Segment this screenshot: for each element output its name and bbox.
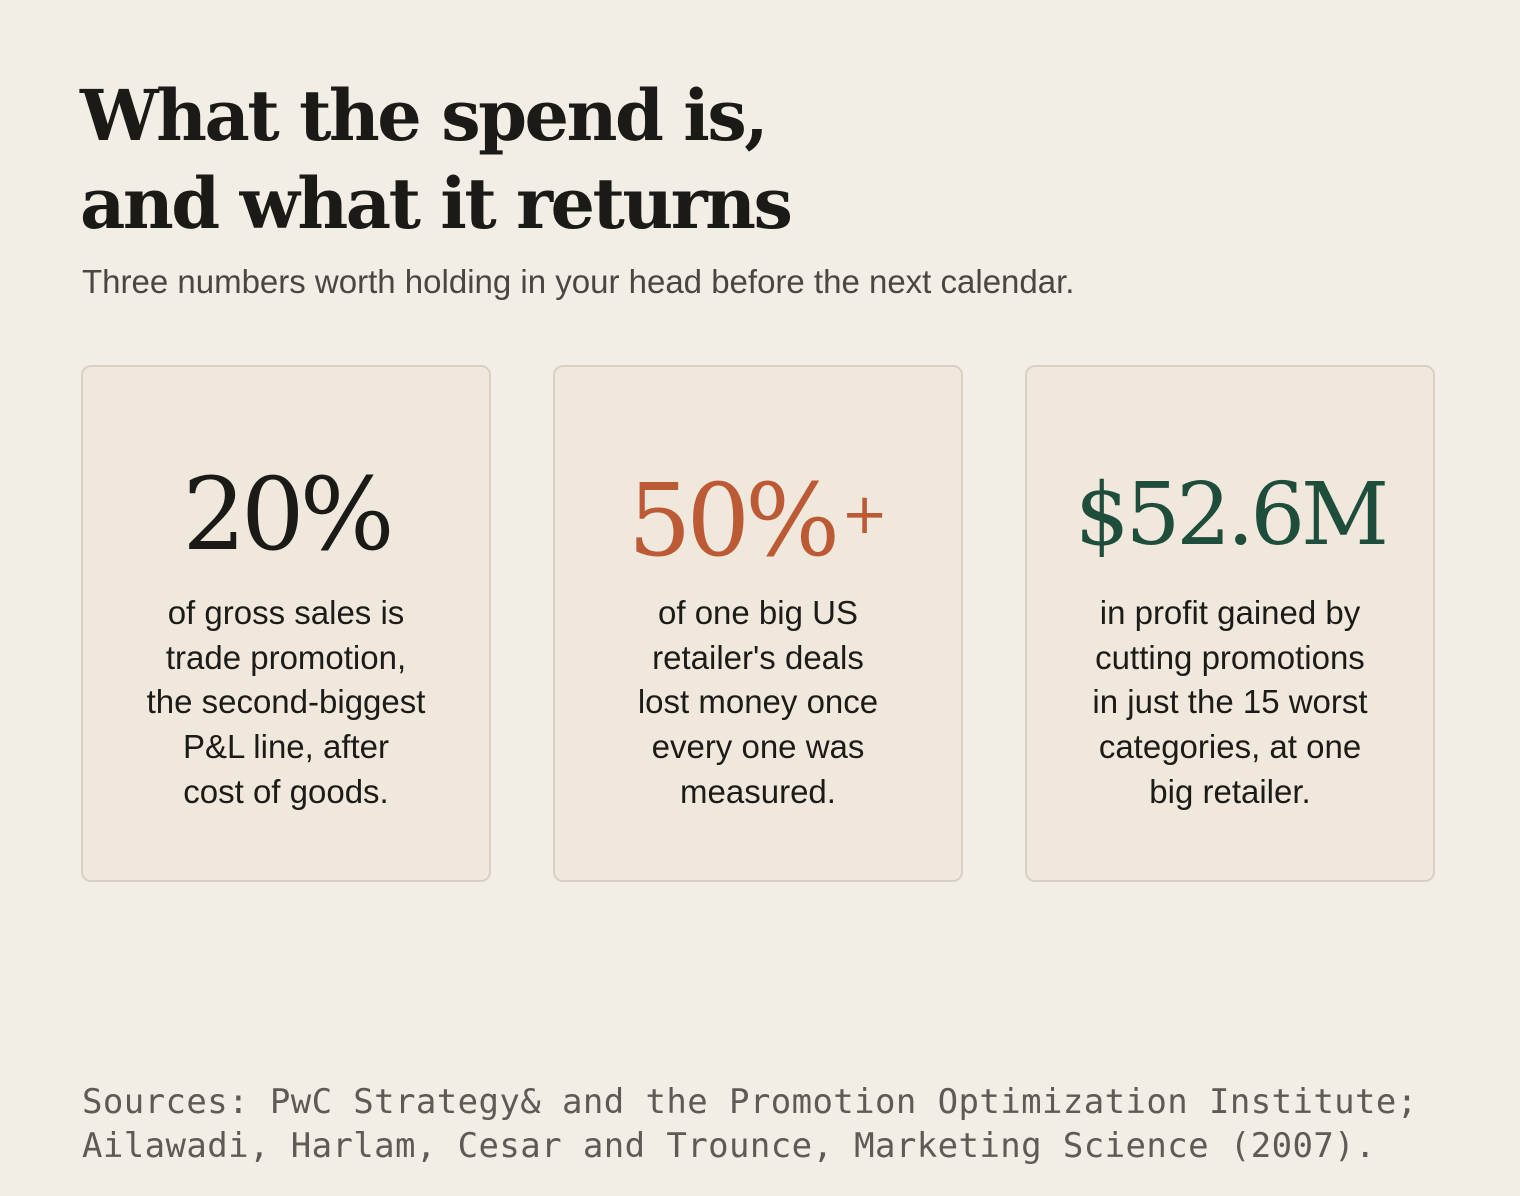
stat-card-profit-gained: $52.6M in profit gained by cutting promo…: [1025, 365, 1435, 882]
stat-card-money-losing-deals: 50% + of one big US retailer's deals lost…: [553, 365, 963, 882]
description-line: the second-biggest: [146, 683, 426, 721]
page-title-line-2: and what it returns: [80, 162, 793, 245]
stat-description: in profit gained by cutting promotions i…: [1047, 591, 1413, 815]
description-line: of one big US: [658, 594, 858, 631]
description-line: big retailer.: [1149, 772, 1311, 810]
description-line: every one was: [651, 728, 865, 766]
stat-value: 20%: [83, 455, 489, 575]
sources-line-1: Sources: PwC Strategy& and the Promotion…: [82, 1082, 1418, 1122]
stat-value: $52.6M: [1027, 455, 1433, 575]
stat-description: of gross sales is trade promotion, the s…: [103, 591, 469, 815]
description-line: trade promotion,: [165, 638, 407, 676]
stat-number: 50%: [627, 462, 840, 579]
description-line: categories, at one: [1098, 728, 1362, 766]
description-line: P&L line, after: [182, 728, 390, 766]
description-line: measured.: [680, 772, 836, 810]
description-line: in profit gained by: [1099, 594, 1361, 631]
stat-card-trade-promotion-share: 20% of gross sales is trade promotion, t…: [81, 365, 491, 882]
description-line: of gross sales is: [167, 594, 405, 631]
sources-footnote: Sources: PwC Strategy& and the Promotion…: [82, 1080, 1418, 1168]
stat-value: 50% +: [555, 455, 961, 581]
description-line: lost money once: [637, 683, 879, 721]
stat-description: of one big US retailer's deals lost mone…: [575, 591, 941, 815]
page-subtitle: Three numbers worth holding in your head…: [82, 263, 1075, 300]
description-line: retailer's deals: [652, 638, 864, 676]
description-line: cutting promotions: [1095, 638, 1365, 676]
stat-number: 20%: [182, 456, 394, 573]
stat-number: $52.6M: [1074, 465, 1389, 565]
description-line: in just the 15 worst: [1092, 683, 1368, 721]
description-line: cost of goods.: [183, 772, 389, 810]
page-title-line-1: What the spend is,: [80, 74, 769, 157]
page-title: What the spend is, and what it returns: [80, 72, 1280, 248]
stat-suffix: +: [841, 482, 889, 547]
sources-line-2: Ailawadi, Harlam, Cesar and Trounce, Mar…: [82, 1126, 1376, 1166]
